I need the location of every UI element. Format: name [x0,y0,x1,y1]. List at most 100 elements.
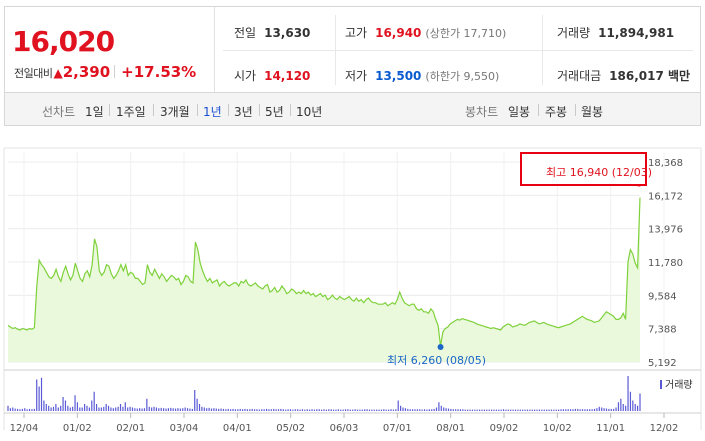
volume-bar [546,409,548,411]
volume-bar [237,409,239,411]
volume-bar [330,409,332,411]
volume-bar [589,409,591,411]
volume-bar [445,408,447,411]
y-tick-label: 5,192 [648,358,677,369]
y-tick-label: 7,388 [648,325,677,336]
tab-3m[interactable]: 3개월 [160,105,190,119]
tab-1y[interactable]: 1년 [203,105,222,119]
volume-bar [615,407,617,411]
volume-bar [361,409,363,411]
volume-bar [282,409,284,411]
volume-bar [31,409,33,411]
y-axis-labels: 5,192 7,388 9,584 11,780 13,976 16,172 18,368 [648,158,683,369]
x-axis-labels: 12/04 01/02 02/01 03/04 04/01 05/02 06/03 07/01… [10,423,679,434]
volume-bar [400,405,402,411]
volume-bar [21,408,23,411]
volume-bar [469,409,471,411]
volume-bar [498,409,500,411]
volume-bar [215,408,217,411]
tab-10y[interactable]: 10년 [296,105,323,119]
max-annotation: 최고 16,940 (12/03) [520,152,652,186]
volume-bar [227,408,229,411]
volume-bar [514,409,517,411]
current-price: 16,020 [12,25,115,58]
change-value: 2,390 [62,63,111,81]
volume-bar [479,409,481,411]
volume-bar [182,408,184,411]
volume-bar [395,409,397,411]
volume-bar [299,409,301,411]
volume-bar [639,393,641,411]
volume-bar [43,400,45,411]
volume-bar [225,409,227,411]
volume-bar [249,409,251,411]
volume-bar [490,409,493,411]
volume-bar [493,409,495,411]
tab-daily[interactable]: 일봉 [508,105,531,119]
divider [542,15,543,85]
volume-bar [38,386,40,411]
low-value: 13,500 [375,69,422,83]
volume-bar [593,408,596,411]
volume-bar [419,409,421,411]
volume-bar [107,405,110,411]
volume-bar [194,390,196,411]
volume-bar [438,402,440,411]
volume-bar [366,409,368,411]
volume-bar [452,409,454,411]
volume-bar [244,408,246,411]
price-line [7,197,641,346]
volume-bar [577,408,579,411]
tab-weekly[interactable]: 주봉 [545,105,568,119]
volume-bar [325,409,327,411]
volume-bar [139,408,141,411]
tab-5y[interactable]: 5년 [265,105,284,119]
volume-bar [110,407,112,411]
tab-monthly[interactable]: 월봉 [581,105,604,119]
volume-bar [354,409,356,411]
volume-bar [433,408,435,411]
divider [575,104,576,116]
volume-bar [184,407,186,411]
volume-bar [574,408,576,411]
tab-1d[interactable]: 1일 [85,105,104,119]
chart-tab-bar: 선차트 1일 1주일 3개월 1년 3년 5년 10년 봉차트 일봉 주봉 월봉 [4,92,701,126]
divider [114,65,116,78]
volume-bar [64,400,67,411]
x-tick-label: 01/02 [63,423,92,434]
volume-bar [88,407,90,411]
volume-bar [569,409,572,411]
volume-bar [170,407,172,411]
volume-bar [505,409,507,411]
volume-bar [115,407,117,411]
x-tick-label: 06/03 [330,423,359,434]
volume-bar [342,409,344,411]
volume-bar [560,409,562,411]
volume-bar [603,408,605,411]
volume-bar [127,407,129,411]
volume-bar [146,398,148,411]
x-tick-label: 08/01 [436,423,465,434]
volume-bar [471,409,474,411]
volume-bar [596,408,598,411]
volume-bar [52,406,55,411]
volume-bar [273,408,275,411]
divider [538,104,539,116]
volume-bar [476,409,478,411]
tab-3y[interactable]: 3년 [234,105,253,119]
prev-close-label: 전일 [234,26,257,40]
tab-1w[interactable]: 1주일 [116,105,146,119]
volume-bar [526,409,529,411]
volume-bar [536,409,538,411]
volume-info: 거래량 11,894,981 [557,24,674,41]
change-label: 전일대비 [14,67,53,80]
y-tick-label: 18,368 [648,158,683,169]
volume-bar [411,409,414,411]
volume-bar [86,405,88,411]
volume-bar [337,409,339,411]
divider [228,104,229,116]
volume-bar [555,409,557,411]
volume-bar [287,409,289,411]
volume-bar [416,409,418,411]
volume-bar [72,406,74,411]
